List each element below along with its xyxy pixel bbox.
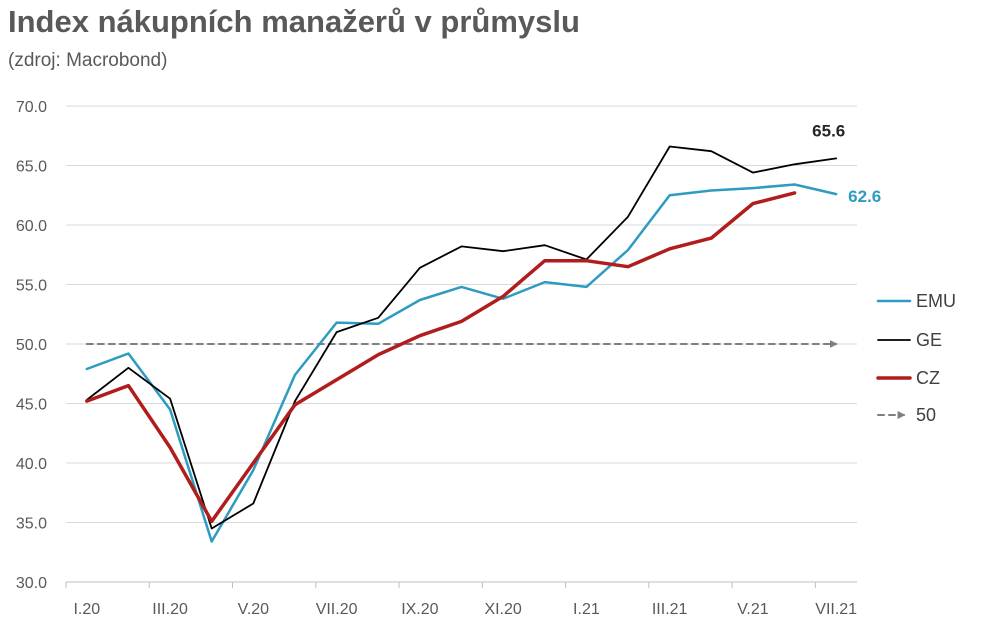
x-tick-label: I.21 (573, 601, 600, 618)
y-tick-label: 35.0 (16, 516, 47, 533)
end-label-emu: 62.6 (848, 187, 881, 206)
x-tick-label: V.20 (238, 601, 270, 618)
x-tick-label: V.21 (737, 601, 769, 618)
legend-label-cz: CZ (916, 368, 940, 388)
y-tick-label: 70.0 (16, 99, 47, 116)
x-tick-label: VII.21 (815, 601, 857, 618)
y-tick-label: 40.0 (16, 456, 47, 473)
x-tick-label: III.21 (652, 601, 688, 618)
end-label-ge: 65.6 (812, 121, 845, 140)
legend-label-emu: EMU (916, 291, 956, 311)
chart-subtitle: (zdroj: Macrobond) (8, 50, 168, 71)
legend-label-50: 50 (916, 405, 936, 425)
x-tick-label: VII.20 (316, 601, 358, 618)
y-tick-label: 65.0 (16, 159, 47, 176)
legend-label-ge: GE (916, 330, 942, 350)
x-tick-label: I.20 (73, 601, 100, 618)
x-tick-label: III.20 (152, 601, 188, 618)
x-tick-label: XI.20 (484, 601, 521, 618)
series-line-emu (85, 183, 838, 543)
x-tick-label: IX.20 (401, 601, 438, 618)
y-tick-label: 30.0 (16, 575, 47, 592)
chart-title: Index nákupních manažerů v průmyslu (8, 4, 580, 39)
y-tick-label: 45.0 (16, 397, 47, 414)
series-line-ge (85, 145, 838, 530)
y-tick-label: 50.0 (16, 337, 47, 354)
y-tick-label: 60.0 (16, 218, 47, 235)
y-tick-label: 55.0 (16, 278, 47, 295)
series-line-cz (85, 191, 797, 524)
